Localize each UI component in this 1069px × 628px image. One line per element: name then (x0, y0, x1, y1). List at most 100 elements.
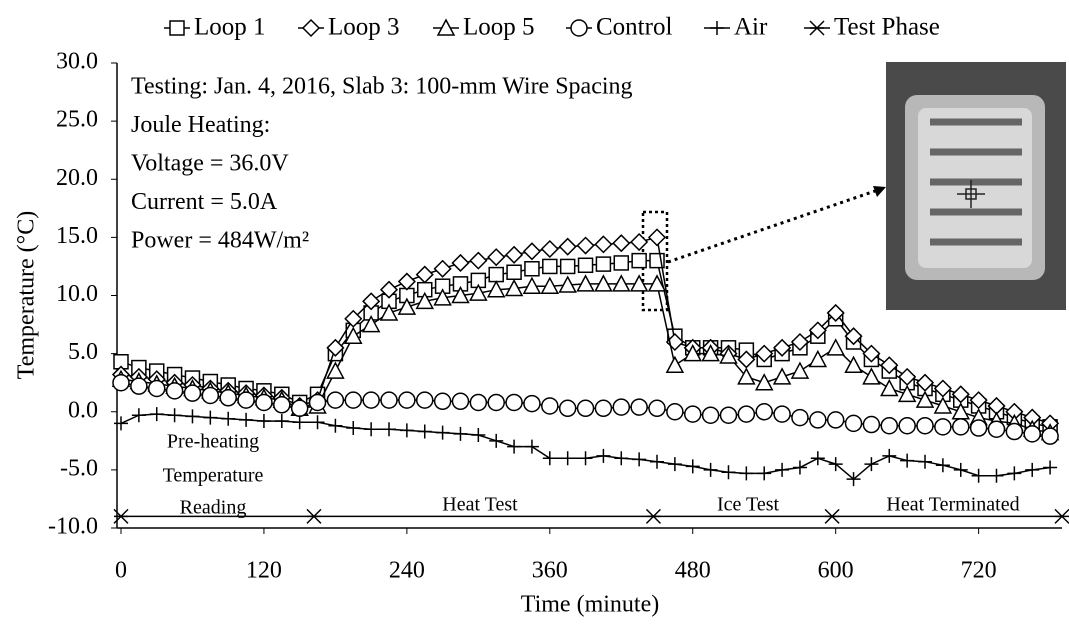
x-tick-label: 720 (961, 558, 997, 584)
marker-circle (916, 416, 934, 435)
marker-circle (576, 399, 595, 418)
marker-triangle (415, 291, 434, 310)
marker-triangle (558, 275, 577, 293)
marker-plus (900, 453, 915, 468)
y-axis-title: Temperature (°C) (14, 211, 40, 380)
marker-triangle (754, 373, 774, 391)
y-tick-label: 10.0 (56, 281, 98, 307)
marker-circle (701, 406, 720, 424)
legend-item: Air (704, 14, 768, 41)
marker-triangle (844, 355, 863, 373)
marker-plus (185, 409, 200, 424)
marker-plus (596, 448, 611, 463)
y-tick-label: 15.0 (56, 223, 98, 249)
marker-circle (362, 391, 380, 409)
marker-diamond (540, 239, 559, 259)
marker-square (506, 264, 522, 280)
marker-triangle (897, 384, 917, 403)
marker-triangle (683, 344, 702, 362)
marker-triangle (701, 344, 720, 362)
marker-diamond (397, 272, 416, 291)
marker-circle (451, 392, 470, 411)
marker-triangle (344, 326, 363, 344)
legend-label: Loop 3 (328, 14, 400, 41)
marker-diamond (647, 228, 667, 247)
marker-diamond (844, 327, 863, 346)
marker-circle (987, 420, 1006, 438)
legend-label: Loop 1 (194, 14, 266, 41)
y-tick-label: 20.0 (56, 165, 98, 191)
marker-plus (328, 418, 343, 433)
marker-plus (524, 439, 539, 454)
marker-diamond (469, 251, 488, 270)
marker-plus (1007, 466, 1022, 481)
marker-diamond (808, 321, 827, 340)
marker-diamond (505, 245, 524, 264)
marker-triangle (397, 297, 417, 315)
marker-plus (882, 448, 897, 463)
marker-diamond (451, 253, 470, 273)
marker-circle (415, 391, 434, 409)
marker-plus (399, 423, 414, 438)
marker-square (488, 266, 504, 283)
marker-triangle (790, 361, 810, 379)
legend-label: Test Phase (834, 14, 940, 41)
marker-circle (255, 393, 273, 412)
marker-circle (308, 393, 327, 412)
legend-item: Loop 1 (164, 14, 266, 41)
marker-square (613, 255, 630, 271)
marker-circle (273, 396, 291, 414)
marker-diamond (880, 356, 899, 375)
marker-plus (1043, 460, 1058, 475)
marker-plus (131, 408, 146, 423)
marker-triangle (826, 338, 845, 356)
marker-circle (683, 405, 702, 423)
arrow-head (873, 186, 886, 197)
marker-plus (417, 424, 432, 439)
marker-diamond (630, 232, 649, 252)
marker-triangle (576, 274, 595, 292)
marker-triangle (915, 390, 935, 408)
marker-diamond (415, 265, 434, 284)
marker-triangle (629, 274, 649, 292)
marker-plus (382, 422, 397, 437)
marker-triangle (612, 274, 631, 292)
marker-asterisk (809, 20, 825, 36)
marker-diamond (755, 344, 774, 363)
y-tick-label: 0.0 (68, 397, 98, 423)
marker-square (169, 20, 185, 36)
marker-square (595, 256, 612, 272)
marker-asterisk (645, 508, 661, 524)
legend-label: Loop 5 (463, 14, 535, 41)
marker-plus (149, 407, 164, 422)
legend-item: Loop 3 (298, 14, 400, 41)
marker-circle (183, 384, 202, 402)
x-tick-label: 240 (389, 558, 425, 584)
marker-circle (237, 391, 255, 409)
marker-circle (719, 406, 738, 424)
marker-plus (953, 462, 968, 477)
marker-diamond (790, 332, 810, 352)
marker-plus (775, 462, 790, 477)
marker-asterisk (306, 508, 322, 524)
x-tick-label: 600 (818, 558, 854, 584)
annotation: Voltage = 36.0V (131, 151, 289, 177)
marker-circle (880, 416, 899, 435)
marker-circle (1005, 422, 1024, 441)
marker-triangle (436, 18, 456, 36)
marker-plus (471, 428, 486, 442)
marker-triangle (361, 314, 381, 333)
marker-circle (612, 398, 631, 416)
annotation: Power = 484W/m² (131, 228, 309, 254)
marker-plus (346, 421, 361, 436)
marker-triangle (326, 361, 345, 379)
marker-circle (952, 418, 970, 436)
marker-triangle (862, 367, 881, 385)
marker-triangle (451, 285, 470, 304)
marker-diamond (612, 234, 631, 253)
marker-circle (469, 393, 488, 412)
marker-plus (989, 468, 1004, 483)
marker-diamond (826, 303, 845, 322)
marker-diamond (594, 235, 613, 254)
legend-item: Control (566, 14, 672, 41)
